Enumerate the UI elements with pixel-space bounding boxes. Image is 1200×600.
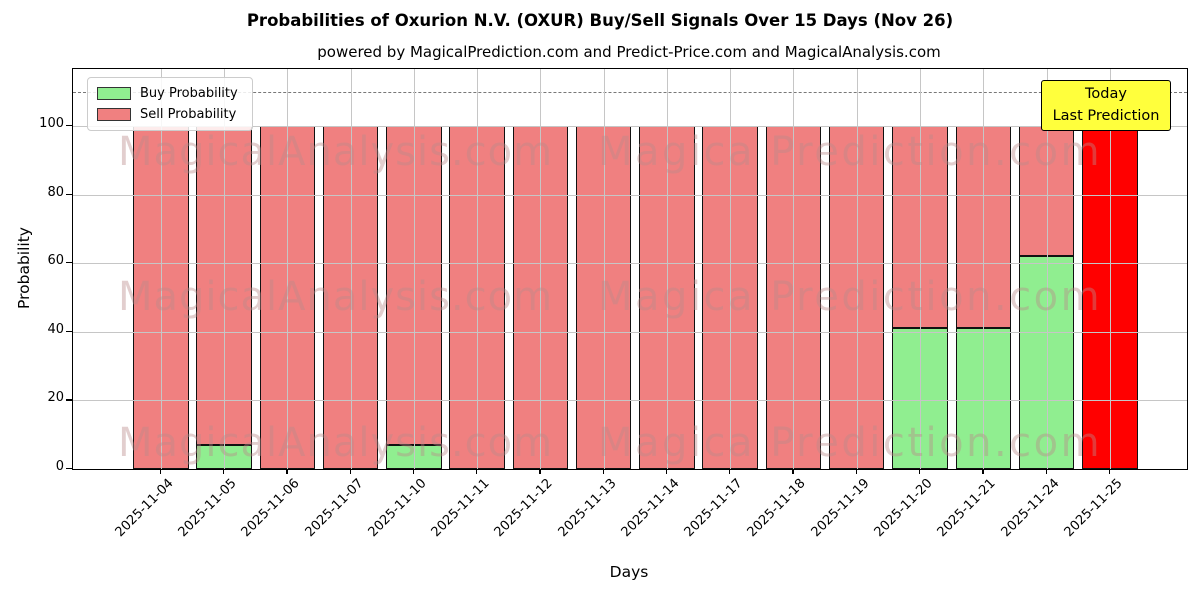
x-tick-label: 2025-11-04 [112, 476, 177, 541]
threshold-dashed-line [73, 91, 1187, 93]
watermark-text: MagicalAnalysis.com [118, 129, 554, 175]
y-tick-mark [66, 262, 72, 264]
x-tick-mark [412, 469, 415, 474]
today-annotation-line2: Last Prediction [1052, 107, 1160, 124]
x-tick-mark [286, 469, 288, 474]
x-tick-mark [665, 469, 668, 474]
y-tick-label: 60 [47, 253, 64, 269]
y-gridline [73, 331, 1187, 333]
watermark-text: MagicalAnalysis.com [118, 274, 554, 320]
y-tick-label: 0 [55, 459, 64, 474]
x-tick-label: 2025-11-07 [302, 476, 367, 541]
x-gridline [160, 69, 162, 469]
y-tick-mark [66, 330, 72, 333]
y-tick-label: 20 [47, 390, 64, 406]
x-tick-label: 2025-11-21 [934, 476, 999, 541]
x-gridline [919, 69, 921, 469]
legend: Buy Probability Sell Probability [87, 77, 253, 131]
y-tick-mark [66, 468, 72, 470]
x-gridline [666, 69, 668, 469]
y-tick-mark [66, 193, 72, 195]
y-gridline [73, 263, 1187, 265]
watermark-text: Magica Prediction.com [598, 274, 1103, 320]
x-tick-label: 2025-11-14 [618, 476, 683, 541]
legend-swatch-sell-icon [97, 108, 131, 121]
chart-subtitle: powered by MagicalPrediction.com and Pre… [317, 43, 941, 61]
x-tick-label: 2025-11-12 [491, 476, 556, 541]
legend-swatch-buy-icon [97, 87, 131, 100]
today-annotation-box: Today Last Prediction [1041, 80, 1171, 131]
y-tick-label: 40 [47, 321, 64, 337]
legend-item-sell: Sell Probability [97, 107, 238, 122]
x-gridline [730, 69, 732, 469]
x-tick-label: 2025-11-17 [681, 476, 746, 541]
x-tick-mark [1045, 469, 1047, 474]
x-gridline [224, 69, 226, 469]
x-tick-mark [539, 469, 541, 474]
x-tick-mark [349, 469, 351, 474]
legend-label-buy: Buy Probability [140, 86, 238, 101]
chart-title: Probabilities of Oxurion N.V. (OXUR) Buy… [246, 11, 954, 30]
x-gridline [540, 69, 542, 469]
legend-label-sell: Sell Probability [140, 107, 237, 122]
x-gridline [477, 69, 479, 469]
x-tick-mark [476, 469, 478, 474]
x-gridline [983, 69, 985, 469]
x-gridline [603, 69, 605, 469]
x-tick-mark [855, 469, 858, 474]
x-tick-mark [982, 469, 984, 474]
x-tick-mark [1108, 469, 1111, 474]
plot-area: MagicalAnalysis.com Magica Prediction.co… [72, 68, 1188, 470]
x-tick-mark [792, 469, 794, 474]
x-gridline [1109, 69, 1111, 469]
x-gridline [413, 69, 415, 469]
y-tick-mark [66, 124, 72, 127]
watermark-text: Magica Prediction.com [598, 129, 1103, 175]
y-gridline [73, 400, 1187, 402]
x-tick-mark [918, 469, 921, 474]
x-gridline [1046, 69, 1048, 469]
x-tick-label: 2025-11-24 [998, 476, 1063, 541]
x-gridline [856, 69, 858, 469]
x-gridline [793, 69, 795, 469]
x-tick-mark [729, 469, 731, 474]
x-tick-mark [602, 469, 604, 474]
x-gridline [350, 69, 352, 469]
y-gridline [73, 125, 1187, 127]
x-gridline [287, 69, 289, 469]
x-tick-label: 2025-11-18 [745, 476, 810, 541]
x-tick-label: 2025-11-10 [365, 476, 430, 541]
legend-item-buy: Buy Probability [97, 86, 238, 101]
y-tick-label: 100 [39, 115, 64, 131]
x-tick-label: 2025-11-19 [808, 476, 873, 541]
x-tick-label: 2025-11-06 [238, 476, 303, 541]
watermark-text: MagicalAnalysis.com [118, 420, 554, 466]
x-tick-label: 2025-11-11 [428, 476, 493, 541]
x-tick-mark [159, 469, 162, 474]
y-tick-mark [66, 399, 72, 401]
x-tick-label: 2025-11-20 [871, 476, 936, 541]
x-tick-label: 2025-11-25 [1061, 476, 1126, 541]
y-tick-label: 80 [47, 184, 64, 200]
x-axis-label: Days [609, 563, 649, 581]
x-tick-label: 2025-11-05 [175, 476, 240, 541]
x-tick-mark [223, 469, 225, 474]
x-tick-label: 2025-11-13 [555, 476, 620, 541]
y-gridline [73, 194, 1187, 196]
watermark-text: Magica Prediction.com [598, 420, 1103, 466]
today-annotation-line1: Today [1085, 85, 1127, 102]
